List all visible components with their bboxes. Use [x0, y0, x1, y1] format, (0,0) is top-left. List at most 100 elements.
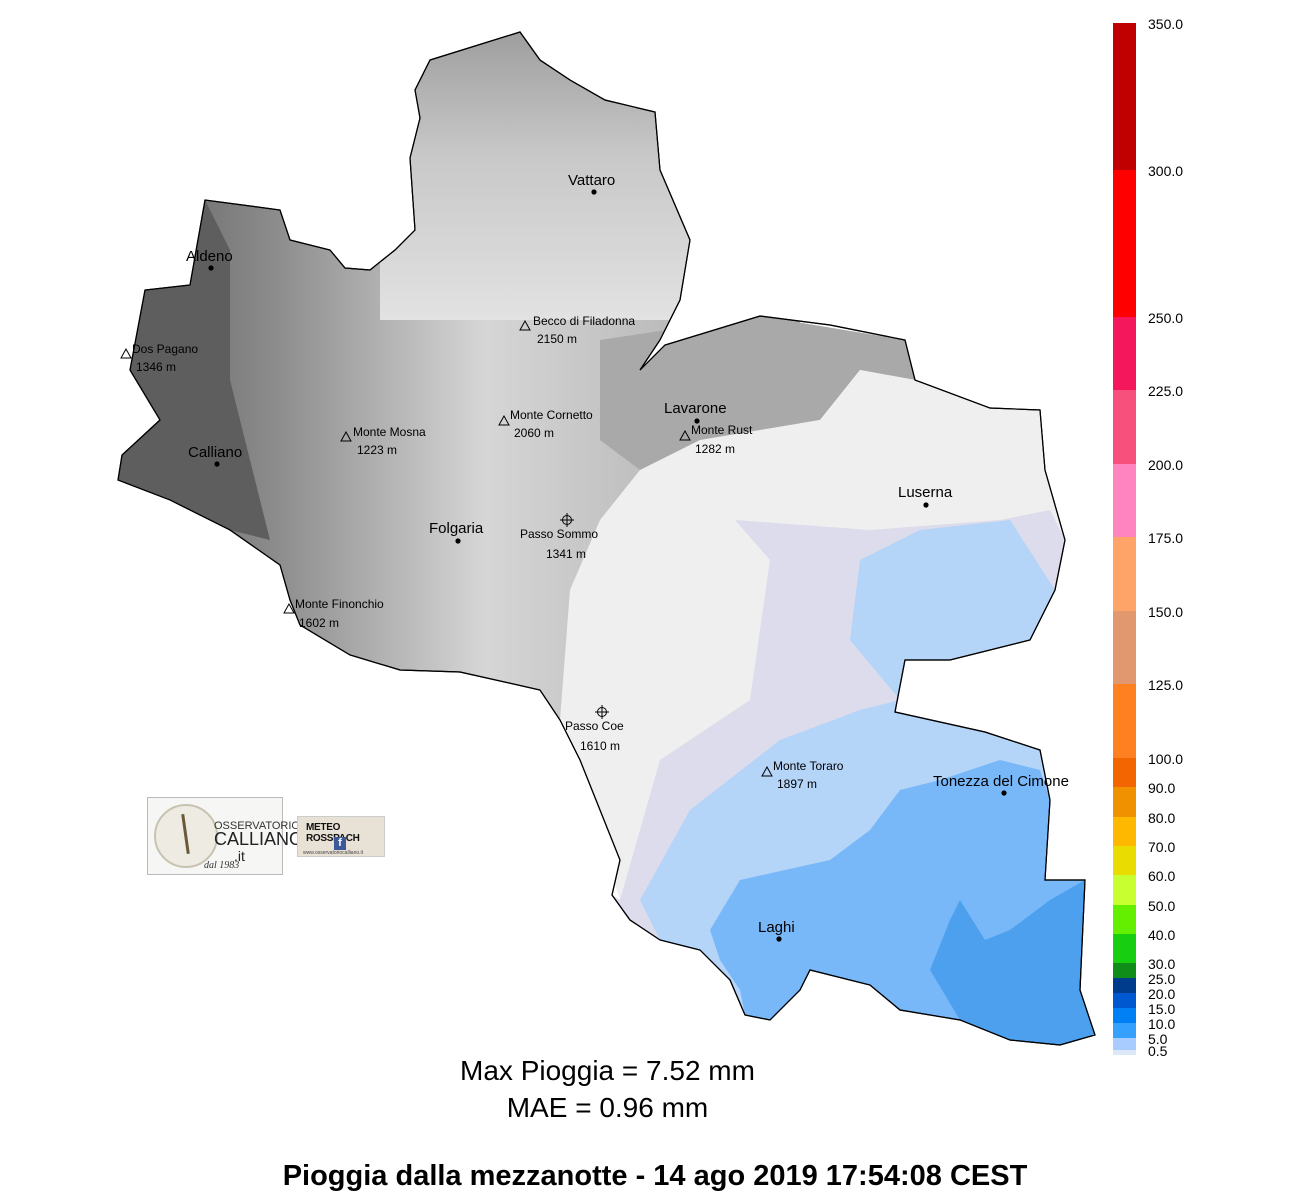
legend-swatch [1113, 317, 1136, 390]
logo-line-1: OSSERVATORIO [214, 820, 300, 832]
peak-triangle-icon [761, 765, 773, 777]
legend-swatch [1113, 758, 1136, 787]
peak-label-toraro: Monte Toraro [773, 759, 844, 773]
map-passes [560, 513, 609, 719]
legend-tick-label: 50.0 [1148, 898, 1175, 914]
peak-label-cornetto: Monte Cornetto [510, 408, 593, 422]
map-peaks [120, 319, 773, 777]
pass-label-coe: Passo Coe [565, 719, 624, 733]
legend-swatch [1113, 963, 1136, 978]
town-dot [923, 502, 929, 508]
town-dot [455, 538, 461, 544]
facebook-icon: f [334, 837, 346, 850]
legend-tick-label: 100.0 [1148, 751, 1183, 767]
town-label-tonezza: Tonezza del Cimone [933, 773, 1069, 790]
peak-elev-rust: 1282 m [695, 442, 735, 456]
logo-line-3: .it [234, 848, 245, 864]
map-places: Vattaro Aldeno Calliano Folgaria Lavaron… [186, 172, 1069, 942]
region-border [117, 31, 1096, 1046]
observatory-logo: OSSERVATORIO CALLIANO .it dal 1983 [147, 797, 303, 875]
peak-elev-mosna: 1223 m [357, 443, 397, 457]
rain-zone-strong [930, 880, 1095, 1045]
town-label-lavarone: Lavarone [664, 400, 727, 417]
legend-tick-label: 25.0 [1148, 971, 1175, 987]
peak-triangle-icon [498, 414, 510, 426]
meteo-rosspach-logo: METEO ROSSPACH f www.osservatoriocallian… [297, 816, 385, 857]
legend-tick-label: 30.0 [1148, 956, 1175, 972]
legend-tick-label: 0.5 [1148, 1043, 1168, 1059]
peak-elev-filadonna: 2150 m [537, 332, 577, 346]
pass-crosshair-icon [595, 705, 609, 719]
peak-elev-cornetto: 2060 m [514, 426, 554, 440]
peak-elev-toraro: 1897 m [777, 777, 817, 791]
legend-tick-label: 40.0 [1148, 927, 1175, 943]
peak-triangle-icon [283, 602, 295, 614]
legend-swatch [1113, 684, 1136, 758]
legend-swatch [1113, 787, 1136, 817]
legend-swatch [1113, 846, 1136, 875]
legend-swatch [1113, 1038, 1136, 1050]
legend-tick-label: 60.0 [1148, 868, 1175, 884]
peak-triangle-icon [519, 319, 531, 331]
relief-dark-valley [118, 200, 270, 540]
legend-swatch [1113, 170, 1136, 317]
town-label-folgaria: Folgaria [429, 520, 484, 537]
legend-tick-label: 150.0 [1148, 604, 1183, 620]
peak-label-rust: Monte Rust [691, 423, 753, 437]
pass-label-sommo: Passo Sommo [520, 527, 598, 541]
legend-tick-label: 175.0 [1148, 530, 1183, 546]
legend-colorbar: 350.0 300.0 250.0 225.0 200.0 175.0 150.0 125.0… [1113, 16, 1183, 1059]
legend-tick-label: 80.0 [1148, 810, 1175, 826]
peak-elev-dos-pagano: 1346 m [136, 360, 176, 374]
town-dot [776, 936, 782, 942]
town-dot [214, 461, 220, 467]
max-rain-text: Max Pioggia = 7.52 mm [460, 1055, 755, 1086]
peak-label-dos-pagano: Dos Pagano [132, 342, 198, 356]
legend-swatch [1113, 905, 1136, 934]
legend-tick-label: 20.0 [1148, 986, 1175, 1002]
legend-tick-label: 5.0 [1148, 1031, 1168, 1047]
peak-elev-finonchio: 1602 m [299, 616, 339, 630]
legend-tick-label: 350.0 [1148, 16, 1183, 32]
legend-tick-label: 15.0 [1148, 1001, 1175, 1017]
peak-label-filadonna: Becco di Filadonna [533, 314, 635, 328]
town-dot [208, 265, 214, 271]
legend-swatch [1113, 1023, 1136, 1038]
legend-tick-label: 125.0 [1148, 677, 1183, 693]
town-label-laghi: Laghi [758, 919, 795, 936]
legend-swatch [1113, 978, 1136, 993]
legend-swatch [1113, 390, 1136, 464]
legend-tick-label: 90.0 [1148, 780, 1175, 796]
town-dot [694, 418, 700, 424]
legend-swatch [1113, 875, 1136, 905]
town-label-luserna: Luserna [898, 484, 953, 501]
relief-lavarone [600, 316, 915, 470]
town-label-vattaro: Vattaro [568, 172, 615, 189]
town-dot [591, 189, 597, 195]
page-title: Pioggia dalla mezzanotte - 14 ago 2019 1… [282, 1160, 1028, 1192]
town-dot [1001, 790, 1007, 796]
legend-tick-label: 70.0 [1148, 839, 1175, 855]
legend-tick-label: 300.0 [1148, 163, 1183, 179]
logo-line-2: CALLIANO [214, 829, 304, 849]
legend-swatch [1113, 1050, 1136, 1055]
legend-swatch [1113, 464, 1136, 537]
peak-labels: Becco di Filadonna 2150 m Dos Pagano 134… [132, 314, 844, 791]
legend-swatch [1113, 934, 1136, 963]
town-label-calliano: Calliano [188, 444, 242, 461]
logo-line-4: dal 1983 [204, 860, 240, 871]
mae-text: MAE = 0.96 mm [506, 1092, 709, 1123]
legend-swatch [1113, 23, 1136, 170]
legend-swatch [1113, 817, 1136, 846]
legend-tick-label: 10.0 [1148, 1016, 1175, 1032]
pass-elev-coe: 1610 m [580, 739, 620, 753]
meteo-logo-title: METEO ROSSPACH [306, 822, 360, 844]
peak-triangle-icon [340, 430, 352, 442]
legend-swatch [1113, 993, 1136, 1008]
legend-swatch [1113, 537, 1136, 611]
pass-elev-sommo: 1341 m [546, 547, 586, 561]
peak-label-mosna: Monte Mosna [353, 425, 426, 439]
legend-tick-label: 200.0 [1148, 457, 1183, 473]
pass-crosshair-icon [560, 513, 574, 527]
